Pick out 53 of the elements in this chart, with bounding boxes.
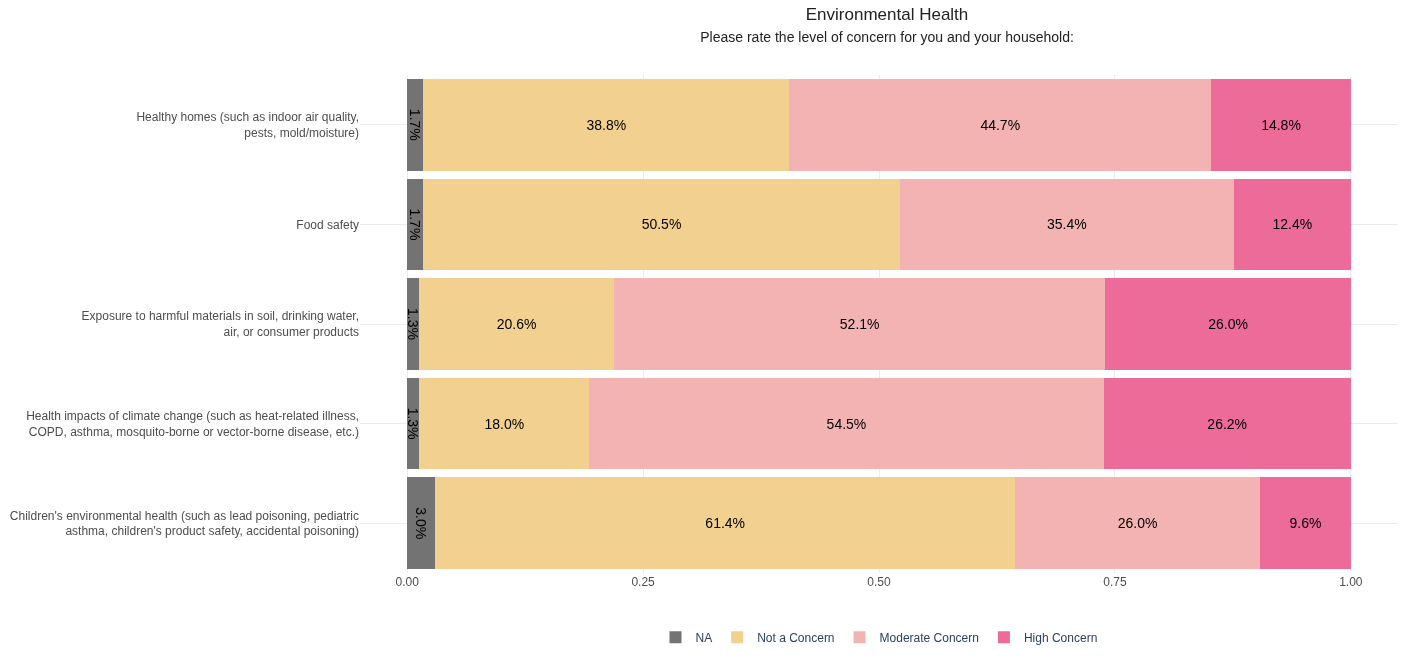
- bar: [613, 278, 1106, 370]
- bar: [423, 178, 900, 271]
- y-tick-label: Food safety: [296, 217, 359, 232]
- data-label: 50.5%: [641, 216, 682, 233]
- y-tick-label: Health impacts of climate change (such as heat-related illness, COPD, asthma, mosquito-borne or vector-borne disease, etc.): [26, 409, 359, 439]
- data-label: 1.7%: [407, 208, 424, 241]
- data-label: 20.6%: [496, 316, 537, 332]
- data-label: 1.3%: [405, 407, 422, 440]
- y-tick-label: Exposure to harmful materials in soil, drinking water, air, or consumer products: [81, 309, 359, 339]
- bar: [1103, 377, 1351, 470]
- bar: [1260, 477, 1351, 570]
- bar: [423, 78, 790, 171]
- data-label: 18.0%: [484, 415, 525, 432]
- data-label: 52.1%: [839, 316, 880, 332]
- legend-label: Not a Concern: [757, 630, 835, 645]
- x-tick-label: 0.75: [1103, 575, 1127, 589]
- legend-label: High Concern: [1023, 630, 1098, 645]
- bar: [419, 377, 590, 470]
- bar: [407, 78, 424, 171]
- data-label: 61.4%: [705, 515, 746, 532]
- data-label: 26.0%: [1208, 316, 1248, 332]
- data-label: 3.0%: [413, 507, 430, 540]
- y-tick-label: Children's environmental health (such as lead poisoning, pediatric asthma, children's product safety, accidental poisoning): [9, 508, 359, 539]
- data-label: 44.7%: [980, 116, 1021, 133]
- bar: [1014, 477, 1261, 570]
- bar: [1233, 178, 1351, 271]
- data-label: 1.3%: [405, 308, 422, 340]
- bar: [419, 278, 614, 370]
- bar: [435, 477, 1015, 570]
- legend-label: Moderate Concern: [879, 630, 979, 645]
- chart-subtitle: Please rate the level of concern for you and your household:: [700, 28, 1074, 45]
- data-label: 26.2%: [1207, 415, 1248, 432]
- data-label: 54.5%: [826, 415, 867, 432]
- chart-title: Environmental Health: [805, 4, 969, 24]
- x-tick-label: 0.50: [867, 575, 891, 589]
- data-label: 12.4%: [1272, 216, 1313, 233]
- bar: [407, 477, 436, 570]
- y-tick-label: Healthy homes (such as indoor air quality, pests, mold/moisture): [136, 110, 359, 140]
- bar: [899, 178, 1234, 271]
- x-tick-label: 1.00: [1339, 575, 1363, 589]
- data-label: 14.8%: [1261, 116, 1301, 133]
- x-tick-label: 0.25: [631, 575, 656, 589]
- data-label: 1.7%: [407, 108, 424, 141]
- data-label: 35.4%: [1046, 216, 1087, 233]
- bar: [589, 377, 1104, 470]
- legend-label: NA: [695, 630, 713, 645]
- bar: [1105, 278, 1351, 370]
- data-label: 38.8%: [586, 116, 627, 133]
- bar: [1211, 78, 1351, 171]
- x-tick-label: 0.00: [395, 575, 420, 589]
- data-label: 9.6%: [1289, 515, 1322, 532]
- data-label: 26.0%: [1117, 515, 1158, 532]
- bar: [789, 78, 1212, 171]
